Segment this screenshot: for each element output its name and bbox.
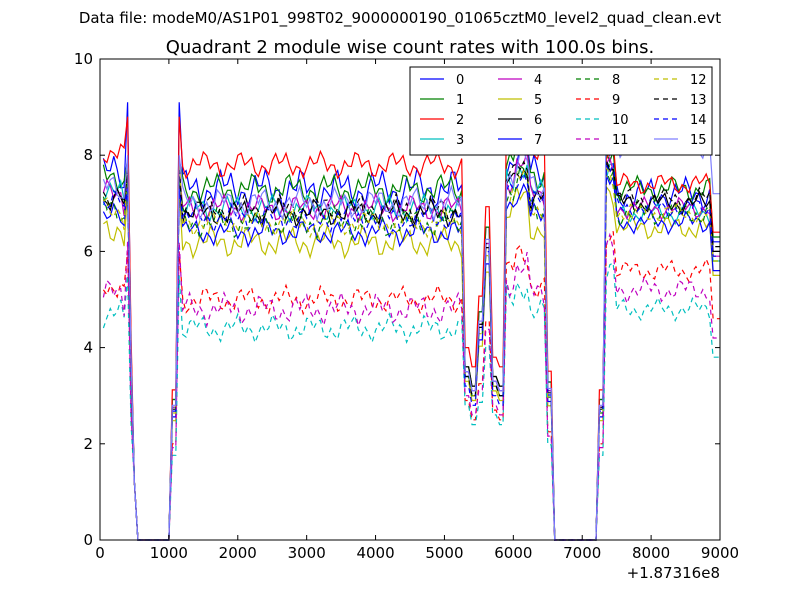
x-tick-label: 0 [95, 544, 105, 562]
series-line-2 [102, 114, 720, 541]
series-line-10 [102, 261, 720, 541]
legend-label-3: 3 [456, 133, 464, 148]
legend-label-12: 12 [690, 73, 707, 88]
legend-label-8: 8 [612, 73, 620, 88]
series-line-1 [102, 128, 720, 541]
legend-label-13: 13 [690, 93, 707, 108]
series-line-3 [102, 163, 720, 541]
y-tick-label: 0 [83, 531, 93, 549]
axes-frame [99, 58, 721, 541]
series-line-14 [102, 162, 720, 541]
series-line-12 [103, 159, 720, 541]
x-tick-label: 1000 [150, 544, 188, 562]
series-line-5 [103, 184, 720, 541]
x-tick-label: 9000 [701, 544, 739, 562]
legend-label-14: 14 [690, 113, 707, 128]
y-tick-label: 4 [83, 339, 93, 357]
legend-label-0: 0 [456, 73, 464, 88]
legend-label-6: 6 [534, 113, 542, 128]
x-tick-label: 3000 [288, 544, 326, 562]
legend-label-7: 7 [534, 133, 542, 148]
axes: 0 1000 2000 3000 4000 5000 6000 7000 8000 9000 0 2 4… [74, 50, 739, 562]
y-tick-label: 8 [83, 146, 93, 164]
series-line-11 [102, 232, 720, 541]
x-tick-label: 7000 [563, 544, 601, 562]
legend-label-11: 11 [612, 133, 629, 148]
series-line-6 [102, 161, 720, 541]
legend-box [409, 66, 713, 156]
x-tick-label: 5000 [425, 544, 463, 562]
x-tick-label: 8000 [632, 544, 670, 562]
legend-label-2: 2 [456, 113, 464, 128]
x-tick-label: 2000 [219, 544, 257, 562]
series-line-9 [102, 231, 720, 541]
series-line-7 [102, 174, 720, 541]
legend-label-9: 9 [612, 93, 620, 108]
y-tick-label: 10 [74, 50, 93, 68]
legend-label-5: 5 [534, 93, 542, 108]
x-tick-label: 4000 [356, 544, 394, 562]
chart-title: Quadrant 2 module wise count rates with … [166, 37, 655, 58]
figure-suptitle: Data file: modeM0/AS1P01_998T02_90000001… [79, 9, 721, 28]
legend-label-10: 10 [612, 113, 629, 128]
x-offset-label: +1.87316e8 [627, 564, 720, 582]
plot-area [102, 98, 720, 541]
legend-label-1: 1 [456, 93, 464, 108]
y-tick-label: 6 [83, 242, 93, 260]
x-tick-label: 6000 [494, 544, 532, 562]
legend-label-4: 4 [534, 73, 542, 88]
legend-label-15: 15 [690, 133, 707, 148]
y-tick-label: 2 [83, 435, 93, 453]
